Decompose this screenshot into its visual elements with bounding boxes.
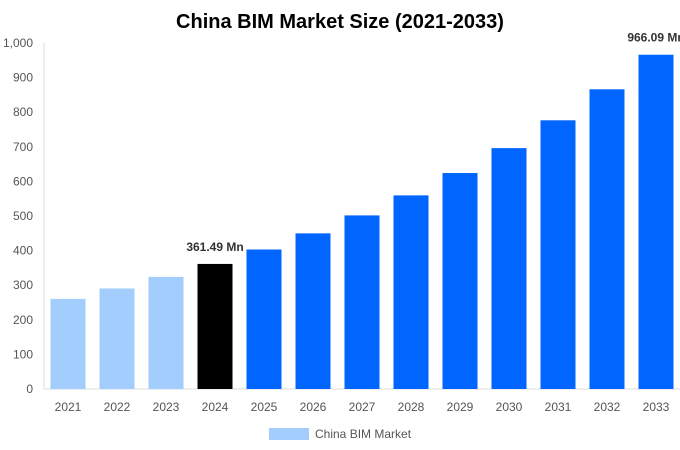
y-tick-label: 800 xyxy=(13,105,33,119)
bar-2033 xyxy=(638,54,674,390)
bar-2025 xyxy=(246,249,282,389)
x-tick-label: 2029 xyxy=(447,400,474,414)
data-label: 966.09 Mn xyxy=(627,31,680,45)
x-tick-label: 2033 xyxy=(643,400,670,414)
bar-2030 xyxy=(491,148,527,389)
x-tick-label: 2024 xyxy=(202,400,229,414)
x-tick-label: 2026 xyxy=(300,400,327,414)
x-tick-label: 2023 xyxy=(153,400,180,414)
legend: China BIM Market xyxy=(269,427,412,441)
bar-2028 xyxy=(393,195,429,389)
x-tick-label: 2025 xyxy=(251,400,278,414)
x-tick-label: 2030 xyxy=(496,400,523,414)
legend-label: China BIM Market xyxy=(315,427,412,441)
y-tick-label: 400 xyxy=(13,244,33,258)
y-tick-label: 0 xyxy=(26,382,33,396)
y-tick-label: 500 xyxy=(13,209,33,223)
bar-2021 xyxy=(50,298,86,389)
bar-2029 xyxy=(442,173,478,389)
bar-2026 xyxy=(295,233,331,389)
bar-2032 xyxy=(589,89,625,389)
x-tick-label: 2032 xyxy=(594,400,621,414)
chart-title: China BIM Market Size (2021-2033) xyxy=(176,11,504,33)
data-label: 361.49 Mn xyxy=(186,240,243,254)
bar-2023 xyxy=(148,276,184,389)
x-tick-label: 2022 xyxy=(104,400,131,414)
bar-2024 xyxy=(197,263,233,389)
y-tick-label: 300 xyxy=(13,278,33,292)
bar-2027 xyxy=(344,215,380,389)
y-tick-label: 700 xyxy=(13,140,33,154)
y-tick-label: 200 xyxy=(13,313,33,327)
bar-2022 xyxy=(99,288,135,389)
x-tick-label: 2031 xyxy=(545,400,572,414)
y-tick-label: 600 xyxy=(13,174,33,188)
y-tick-label: 1,000 xyxy=(3,36,33,50)
bar-2031 xyxy=(540,120,576,390)
x-tick-label: 2027 xyxy=(349,400,376,414)
x-tick-label: 2028 xyxy=(398,400,425,414)
y-tick-label: 900 xyxy=(13,71,33,85)
x-tick-label: 2021 xyxy=(55,400,82,414)
legend-swatch xyxy=(269,428,309,440)
y-tick-label: 100 xyxy=(13,347,33,361)
